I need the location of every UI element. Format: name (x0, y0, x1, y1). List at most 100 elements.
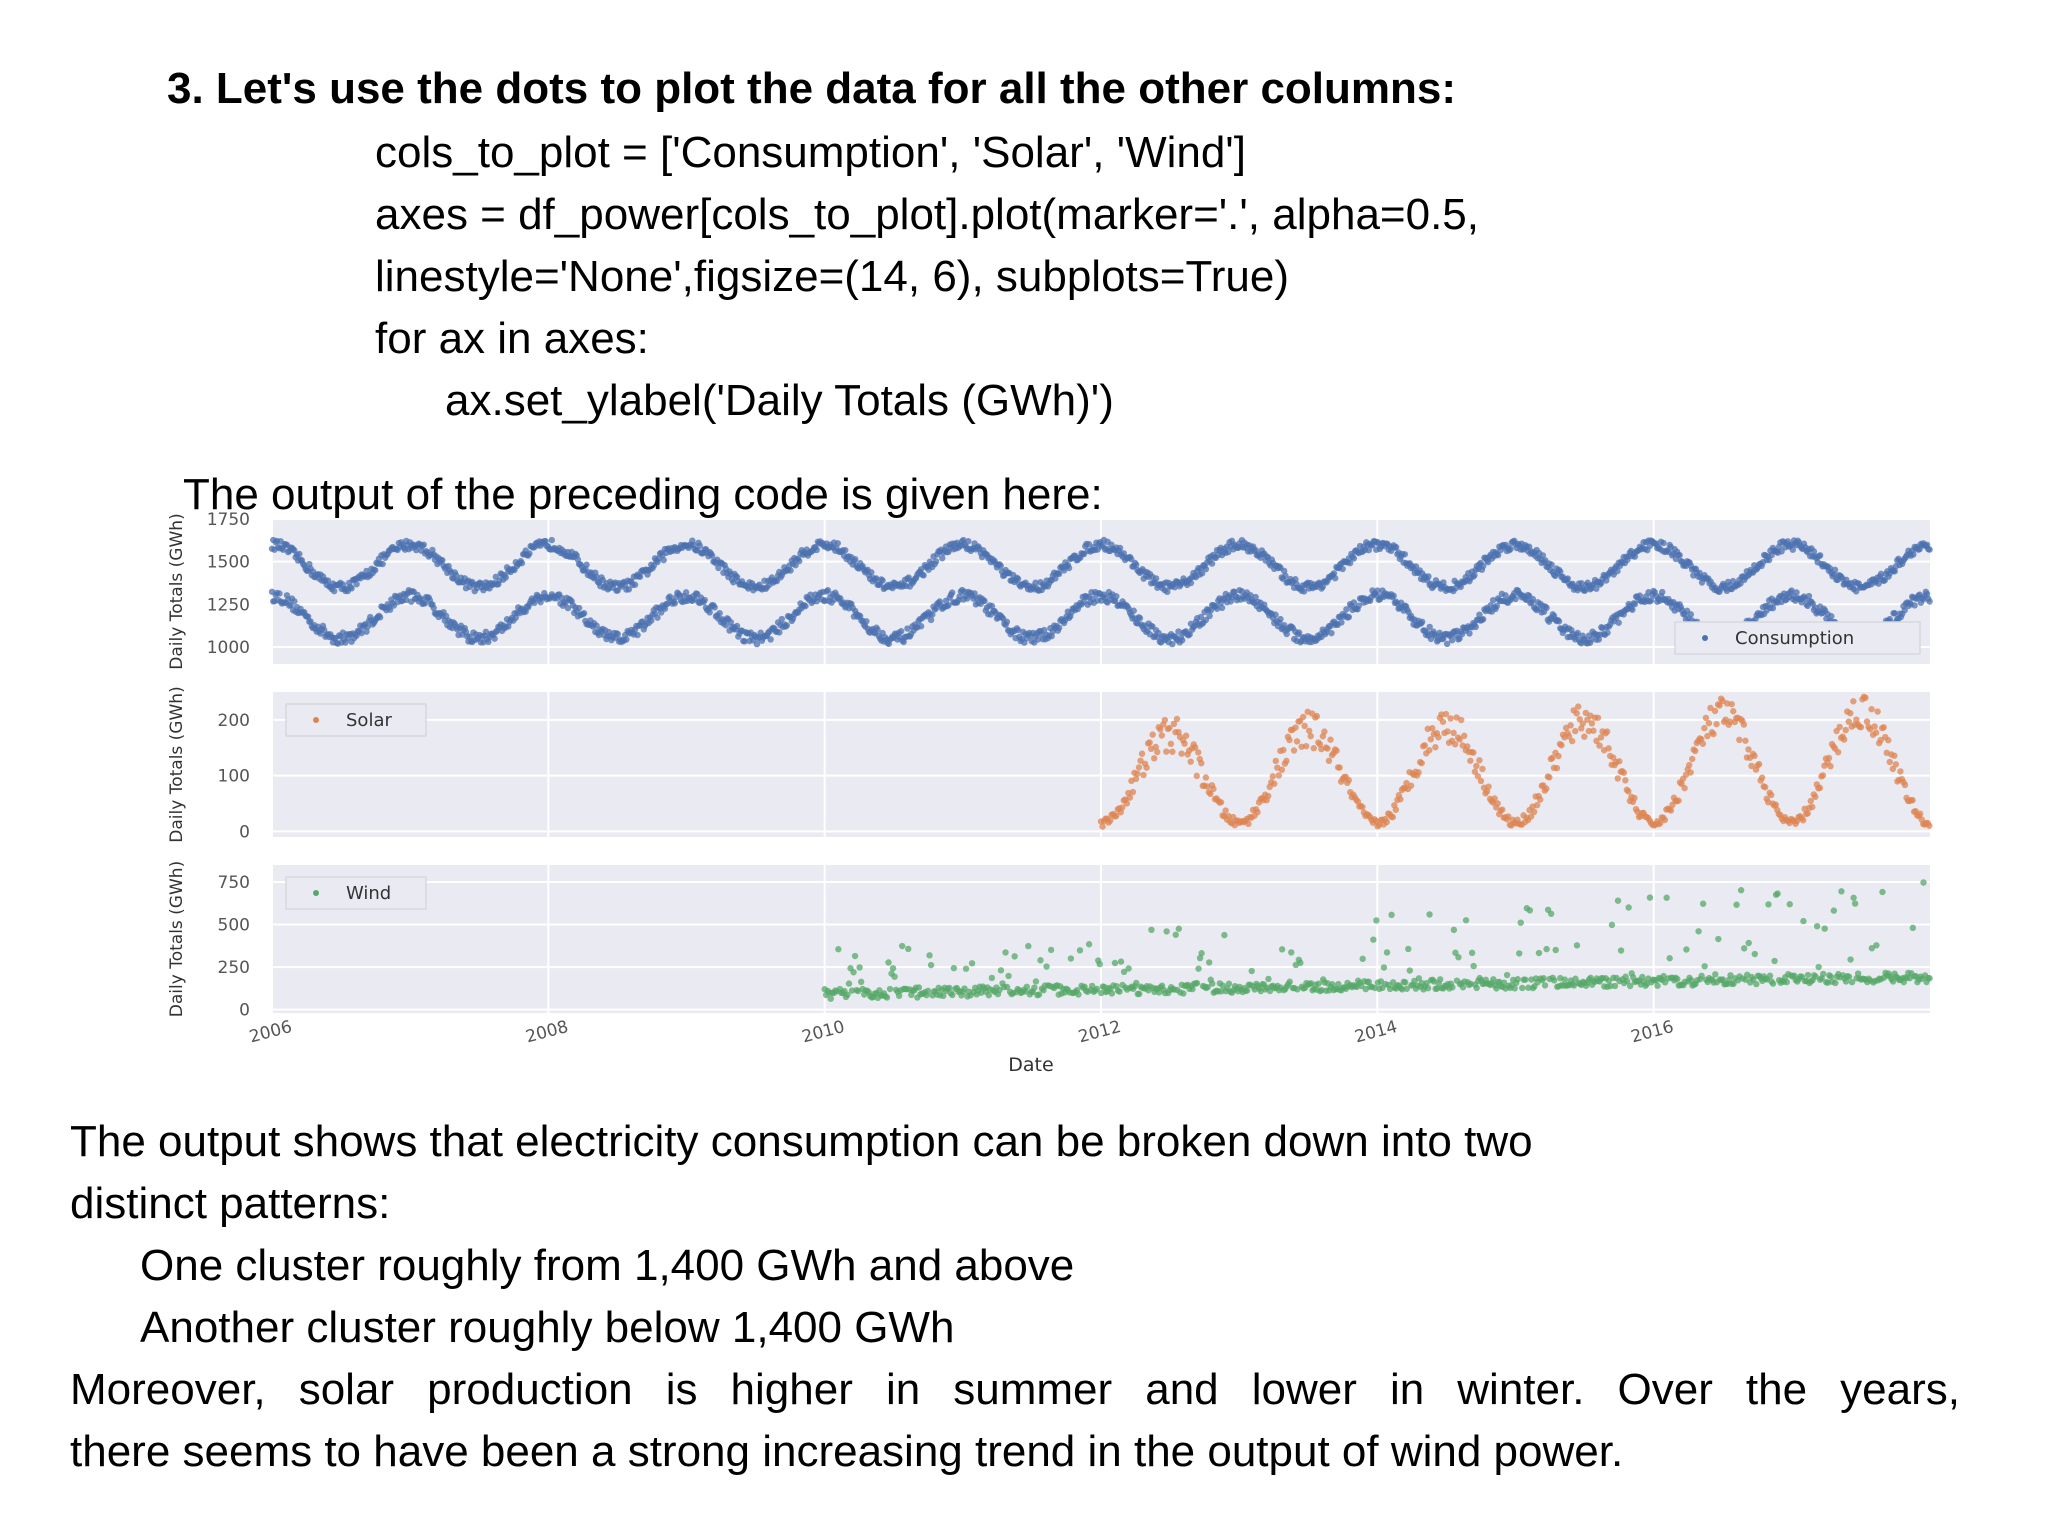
data-point-wind (1687, 976, 1695, 984)
data-point-solar (1499, 806, 1506, 813)
data-point-wind (1503, 971, 1511, 979)
data-point-solar (1553, 764, 1561, 772)
data-point-solar (1816, 784, 1824, 792)
data-point-consumption (1136, 614, 1144, 622)
data-point-solar (1751, 752, 1758, 760)
data-point-solar (1181, 740, 1188, 747)
data-point-consumption (562, 599, 569, 607)
data-point-wind (1490, 976, 1497, 983)
data-point-consumption (1471, 572, 1478, 579)
data-point-consumption (1810, 548, 1818, 555)
data-point-wind (996, 986, 1003, 994)
data-point-solar (1755, 760, 1763, 768)
data-point-solar (1264, 792, 1272, 800)
data-point-solar (1742, 737, 1749, 744)
data-point-consumption (932, 558, 940, 565)
code-line-1: cols_to_plot = ['Consumption', 'Solar', … (375, 128, 1246, 177)
data-point-wind (950, 964, 958, 972)
data-point-consumption (696, 542, 703, 549)
data-point-solar (1456, 736, 1463, 743)
data-point-wind (1243, 987, 1251, 994)
data-point-consumption (1272, 611, 1279, 618)
data-point-solar (1187, 758, 1194, 765)
data-point-solar (1290, 747, 1298, 754)
data-point-consumption (1292, 576, 1299, 583)
data-point-consumption (1831, 566, 1839, 574)
data-point-solar (1804, 810, 1811, 817)
data-point-wind (1359, 955, 1366, 963)
ytick-label: 200 (218, 711, 250, 731)
data-point-solar (1467, 757, 1474, 764)
data-point-consumption (1512, 595, 1519, 603)
data-point-consumption (1614, 567, 1621, 575)
data-point-consumption (439, 557, 446, 564)
data-point-solar (1827, 763, 1834, 770)
data-point-wind (1821, 925, 1828, 932)
data-point-solar (1594, 714, 1602, 721)
data-point-consumption (548, 536, 555, 544)
data-point-wind (1573, 942, 1581, 949)
data-point-solar (1892, 761, 1900, 768)
data-point-consumption (796, 557, 803, 565)
data-point-solar (1471, 768, 1479, 775)
data-point-consumption (971, 590, 978, 597)
data-point-wind (1832, 979, 1839, 987)
data-point-solar (1421, 742, 1428, 749)
data-point-consumption (1529, 595, 1537, 603)
data-point-consumption (1778, 548, 1785, 555)
data-point-consumption (491, 635, 498, 642)
data-point-solar (1740, 721, 1748, 728)
data-point-consumption (1208, 560, 1216, 567)
data-point-consumption (502, 574, 509, 581)
data-point-solar (1217, 799, 1225, 806)
paragraph-line-2: distinct patterns: (70, 1179, 391, 1228)
data-point-consumption (1328, 629, 1335, 637)
data-point-solar (1149, 731, 1156, 738)
data-point-consumption (1911, 602, 1918, 609)
data-point-consumption (542, 537, 549, 545)
data-point-consumption (917, 566, 925, 573)
data-point-consumption (682, 589, 690, 596)
data-point-wind (949, 991, 956, 999)
data-point-consumption (1133, 561, 1140, 568)
data-point-solar (1150, 755, 1158, 762)
data-point-wind (1297, 959, 1304, 967)
data-point-wind (1452, 949, 1459, 956)
data-point-solar (1819, 772, 1827, 779)
data-point-consumption (868, 569, 875, 576)
data-point-solar (1389, 813, 1397, 821)
data-point-wind (1035, 991, 1043, 998)
data-point-solar (1152, 743, 1159, 751)
data-point-wind (1850, 894, 1857, 901)
data-point-wind (1838, 888, 1845, 895)
data-point-wind (1225, 980, 1233, 987)
data-point-solar (1138, 750, 1146, 757)
data-point-consumption (1281, 621, 1288, 629)
data-point-consumption (963, 595, 971, 602)
data-point-consumption (1660, 539, 1667, 547)
data-point-wind (1561, 976, 1569, 983)
data-point-consumption (1557, 568, 1564, 575)
data-point-consumption (660, 556, 667, 564)
data-point-consumption (1113, 593, 1120, 600)
data-point-consumption (834, 540, 841, 547)
data-point-solar (1713, 720, 1720, 728)
data-point-solar (1745, 746, 1752, 753)
data-point-consumption (1457, 583, 1464, 591)
data-point-consumption (593, 573, 600, 580)
data-point-solar (1442, 710, 1450, 718)
data-point-consumption (485, 638, 492, 646)
data-point-consumption (904, 625, 911, 632)
data-point-wind (1011, 953, 1018, 960)
data-point-consumption (1926, 598, 1933, 605)
data-point-solar (1426, 746, 1433, 754)
data-point-consumption (376, 614, 384, 621)
data-point-consumption (636, 573, 644, 580)
data-point-solar (1461, 732, 1468, 740)
data-point-wind (1611, 982, 1619, 990)
data-point-solar (1543, 785, 1550, 792)
data-point-solar (1862, 694, 1869, 702)
data-point-solar (1603, 728, 1611, 735)
data-point-solar (1458, 716, 1465, 724)
data-point-wind (1745, 939, 1752, 947)
